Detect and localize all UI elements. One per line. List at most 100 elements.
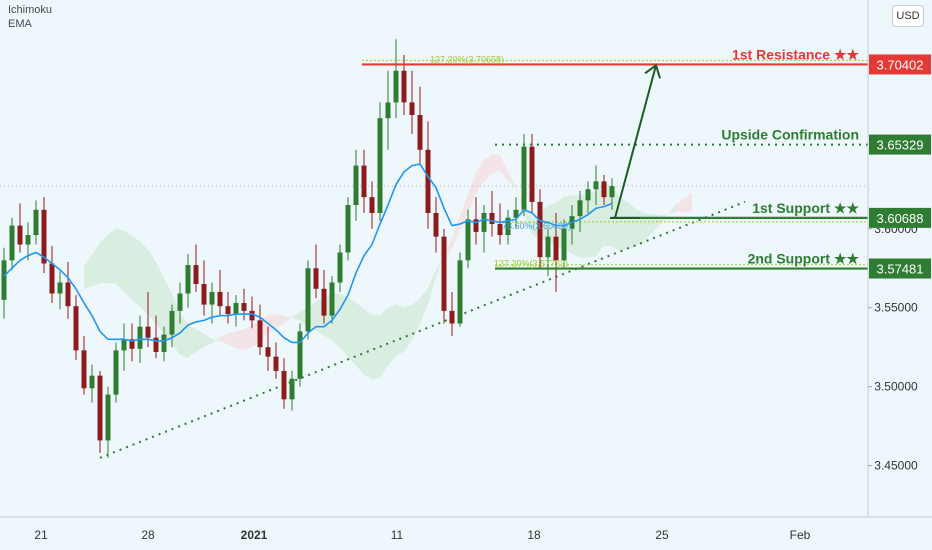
candle-body[interactable] <box>161 334 167 352</box>
candle-body[interactable] <box>233 302 239 315</box>
candle-body[interactable] <box>433 212 439 237</box>
candle-body[interactable] <box>97 375 103 441</box>
ichimoku-cloud-segment <box>420 288 428 324</box>
candle-body[interactable] <box>217 291 223 307</box>
candle-body[interactable] <box>49 263 55 294</box>
candle-body[interactable] <box>273 356 279 371</box>
projection-arrow[interactable] <box>614 65 657 219</box>
ichimoku-cloud-segment <box>492 154 500 174</box>
candle-body[interactable] <box>57 282 63 294</box>
ichimoku-cloud-segment <box>140 241 148 315</box>
candle-body[interactable] <box>449 310 455 324</box>
candle-body[interactable] <box>401 70 407 103</box>
candle-body[interactable] <box>89 375 95 389</box>
candle-body[interactable] <box>593 181 599 190</box>
candle-body[interactable] <box>105 394 111 441</box>
candle-body[interactable] <box>65 282 71 307</box>
candle-body[interactable] <box>529 146 535 202</box>
ichimoku-cloud-segment <box>148 249 156 324</box>
ichimoku-cloud-segment <box>596 182 604 257</box>
ichimoku-cloud-segment <box>212 336 220 344</box>
candle-body[interactable] <box>441 236 447 311</box>
ichimoku-cloud-segment <box>476 159 484 194</box>
candle-body[interactable] <box>561 228 567 261</box>
candle-body[interactable] <box>249 310 255 321</box>
ichimoku-cloud-segment <box>628 202 636 249</box>
candle-body[interactable] <box>537 201 543 258</box>
candle-body[interactable] <box>585 189 591 201</box>
candle-body[interactable] <box>1 260 7 300</box>
ichimoku-cloud-segment <box>196 329 204 353</box>
candle-body[interactable] <box>473 219 479 232</box>
currency-badge[interactable]: USD <box>892 5 924 27</box>
candle-body[interactable] <box>321 288 327 316</box>
candle-body[interactable] <box>33 209 39 236</box>
candle-body[interactable] <box>393 70 399 103</box>
candle-body[interactable] <box>305 268 311 332</box>
ichimoku-cloud-segment <box>132 235 140 307</box>
candle-body[interactable] <box>353 165 359 206</box>
projection-arrow-head <box>644 63 661 79</box>
candle-body[interactable] <box>137 326 143 349</box>
candle-body[interactable] <box>169 310 175 335</box>
candle-body[interactable] <box>177 293 183 311</box>
candle-body[interactable] <box>609 186 615 198</box>
candle-body[interactable] <box>345 205 351 253</box>
ichimoku-cloud-segment <box>372 314 380 380</box>
candle-body[interactable] <box>265 347 271 357</box>
ichimoku-cloud-segment <box>388 304 396 366</box>
candle-body[interactable] <box>81 350 87 389</box>
candle-body[interactable] <box>409 102 415 116</box>
candle-body[interactable] <box>41 209 47 264</box>
candle-body[interactable] <box>257 320 263 348</box>
candle-body[interactable] <box>129 339 135 349</box>
candle-body[interactable] <box>497 224 503 236</box>
candle-body[interactable] <box>601 181 607 198</box>
candle-body[interactable] <box>553 236 559 261</box>
candle-body[interactable] <box>577 200 583 217</box>
candle-body[interactable] <box>121 339 127 351</box>
candle-body[interactable] <box>201 284 207 305</box>
candle-body[interactable] <box>17 225 23 245</box>
candle-body[interactable] <box>25 235 31 245</box>
candle-body[interactable] <box>425 149 431 213</box>
candle-body[interactable] <box>377 118 383 213</box>
ichimoku-cloud-segment <box>668 203 676 215</box>
candle-body[interactable] <box>361 165 367 198</box>
candle-body[interactable] <box>209 291 215 305</box>
ichimoku-cloud-segment <box>588 190 596 258</box>
candle-body[interactable] <box>385 102 391 119</box>
candle-body[interactable] <box>481 212 487 232</box>
candle-body[interactable] <box>193 265 199 285</box>
candle-body[interactable] <box>9 225 15 261</box>
candle-body[interactable] <box>417 115 423 150</box>
candle-body[interactable] <box>185 265 191 294</box>
candle-body[interactable] <box>73 306 79 351</box>
candle-body[interactable] <box>457 260 463 324</box>
candle-body[interactable] <box>489 212 495 225</box>
candle-body[interactable] <box>153 337 159 352</box>
candle-body[interactable] <box>281 370 287 400</box>
candle-body[interactable] <box>521 146 527 210</box>
y-tick-label: 3.55000 <box>874 301 918 315</box>
ichimoku-cloud-segment <box>428 270 436 305</box>
y-tick-label: 3.50000 <box>874 380 918 394</box>
candle-body[interactable] <box>297 331 303 379</box>
price-badge-label: 3.65329 <box>877 138 924 153</box>
candle-body[interactable] <box>465 219 471 261</box>
candle-body[interactable] <box>241 302 247 311</box>
candle-body[interactable] <box>369 197 375 213</box>
candle-body[interactable] <box>225 306 231 315</box>
candle-body[interactable] <box>329 282 335 316</box>
ichimoku-cloud-segment <box>108 228 116 284</box>
candle-body[interactable] <box>513 209 519 218</box>
candle-body[interactable] <box>113 350 119 395</box>
candle-body[interactable] <box>337 252 343 283</box>
candle-body[interactable] <box>313 268 319 289</box>
candle-body[interactable] <box>289 378 295 400</box>
ichimoku-cloud-segment <box>452 215 460 249</box>
candle-body[interactable] <box>145 326 151 338</box>
candle-body[interactable] <box>505 217 511 236</box>
candle-body[interactable] <box>545 236 551 258</box>
